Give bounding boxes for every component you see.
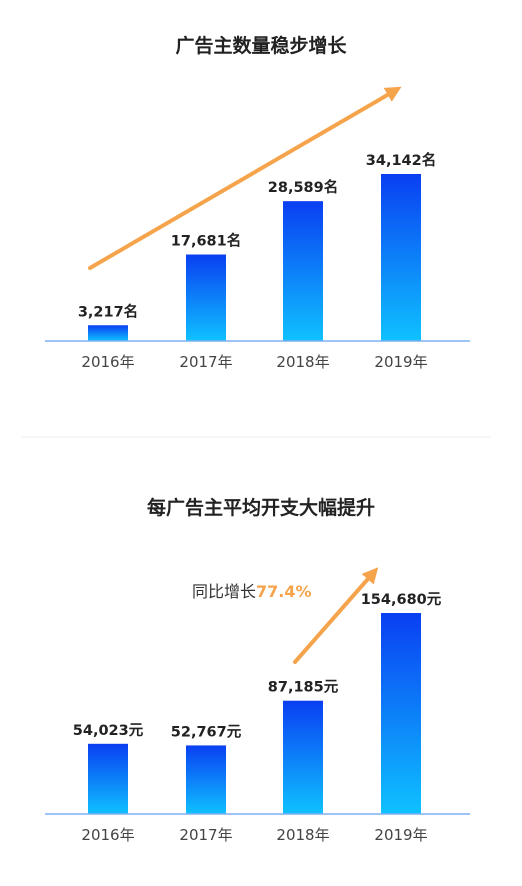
x-tick-label: 2018年 — [276, 353, 329, 371]
bar-value-label: 154,680元 — [361, 591, 442, 608]
bar-value-label: 52,767元 — [171, 723, 242, 740]
bar-2016年 — [88, 325, 128, 341]
bar-2019年 — [381, 613, 421, 814]
growth-annotation: 同比增长77.4% — [192, 582, 312, 601]
bar-value-label: 17,681名 — [171, 232, 241, 250]
bar-2019年 — [381, 174, 421, 341]
bar-value-label: 87,185元 — [268, 679, 339, 696]
x-tick-label: 2017年 — [179, 826, 232, 844]
bar-2017年 — [186, 745, 226, 814]
chart-1-title: 广告主数量稳步增长 — [175, 34, 347, 57]
bar-value-label: 34,142名 — [366, 151, 436, 169]
trend-arrow — [88, 86, 402, 270]
bar-2018年 — [283, 201, 323, 341]
bar-2018年 — [283, 700, 323, 814]
growth-annotation-text: 同比增长 — [192, 582, 256, 601]
x-tick-label: 2017年 — [179, 353, 232, 371]
x-tick-label: 2018年 — [276, 826, 329, 844]
chart-2-bars: 54,023元 2016年 52,767元 2017年 87,185元 2018年 154,… — [73, 591, 442, 844]
chart-2-title: 每广告主平均开支大幅提升 — [147, 496, 375, 519]
x-tick-label: 2019年 — [374, 353, 427, 371]
growth-annotation-value: 77.4% — [256, 582, 312, 601]
bar-2016年 — [88, 743, 128, 814]
bar-value-label: 3,217名 — [78, 302, 138, 320]
x-tick-label: 2016年 — [81, 353, 134, 371]
chart-1-bars: 3,217名 2016年 17,681名 2017年 28,589名 2018年 34,14… — [78, 151, 436, 371]
bar-2017年 — [186, 254, 226, 341]
x-tick-label: 2019年 — [374, 826, 427, 844]
growth-arrow — [293, 567, 379, 664]
bar-value-label: 28,589名 — [268, 178, 338, 196]
chart-1: 广告主数量稳步增长 3,217名 2016年 17,681名 2017年 28,589名… — [45, 34, 470, 371]
x-tick-label: 2016年 — [81, 826, 134, 844]
bar-value-label: 54,023元 — [73, 722, 144, 739]
chart-2: 每广告主平均开支大幅提升 同比增长77.4% 54,023元 2016年 52,76… — [45, 496, 470, 844]
